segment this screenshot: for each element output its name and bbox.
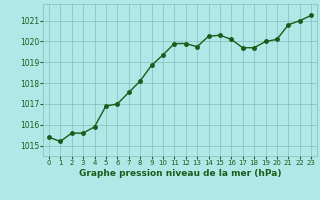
X-axis label: Graphe pression niveau de la mer (hPa): Graphe pression niveau de la mer (hPa) — [79, 169, 281, 178]
